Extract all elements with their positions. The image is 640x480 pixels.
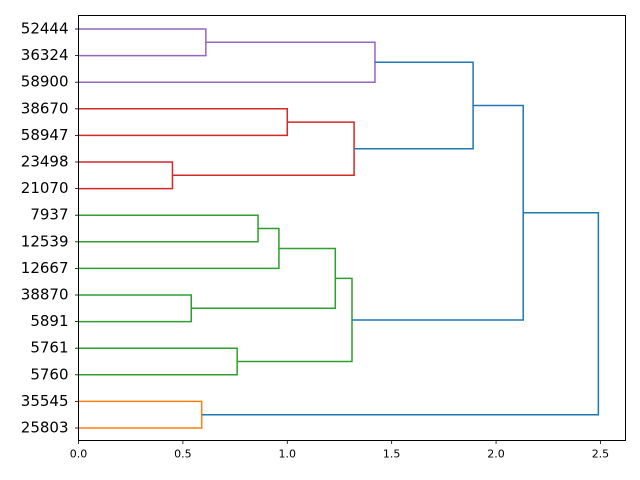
link-green-9 (78, 294, 192, 323)
leaf-label-12667: 12667 (21, 259, 69, 277)
x-tick-label: 0.5 (174, 448, 192, 461)
leaf-label-23498: 23498 (21, 153, 69, 171)
leaf-label-12539: 12539 (21, 232, 69, 250)
leaf-label-52444: 52444 (21, 20, 69, 38)
leaf-label-35545: 35545 (21, 392, 69, 410)
dendrogram-links (78, 28, 600, 429)
x-tick-label: 1.5 (383, 448, 401, 461)
x-tick-label: 1.0 (279, 448, 297, 461)
plot-frame (78, 15, 626, 441)
leaf-label-21070: 21070 (21, 179, 69, 197)
link-orange-14 (78, 400, 203, 429)
leaf-label-58947: 58947 (21, 126, 69, 144)
x-axis: 0.0 0.5 1.0 1.5 2.0 2.5 (70, 440, 610, 461)
link-blue-15 (201, 211, 600, 416)
leaf-label-5760: 5760 (30, 365, 68, 383)
x-tick-label: 0.0 (70, 448, 88, 461)
leaf-labels: 52444 36324 58900 38670 58947 23498 21070 7937 1… (21, 20, 79, 437)
leaf-label-5761: 5761 (30, 339, 68, 357)
leaf-label-38670: 38670 (21, 99, 69, 117)
link-red-4 (78, 161, 174, 190)
leaf-label-58900: 58900 (21, 73, 69, 91)
leaf-label-7937: 7937 (30, 206, 68, 224)
leaf-label-36324: 36324 (21, 46, 69, 64)
leaf-label-5891: 5891 (30, 312, 68, 330)
x-tick-label: 2.0 (487, 448, 505, 461)
leaf-label-25803: 25803 (21, 419, 69, 437)
link-blue-13 (352, 104, 524, 321)
link-green-8 (78, 227, 280, 270)
x-tick-label: 2.5 (592, 448, 610, 461)
leaf-label-38870: 38870 (21, 286, 69, 304)
